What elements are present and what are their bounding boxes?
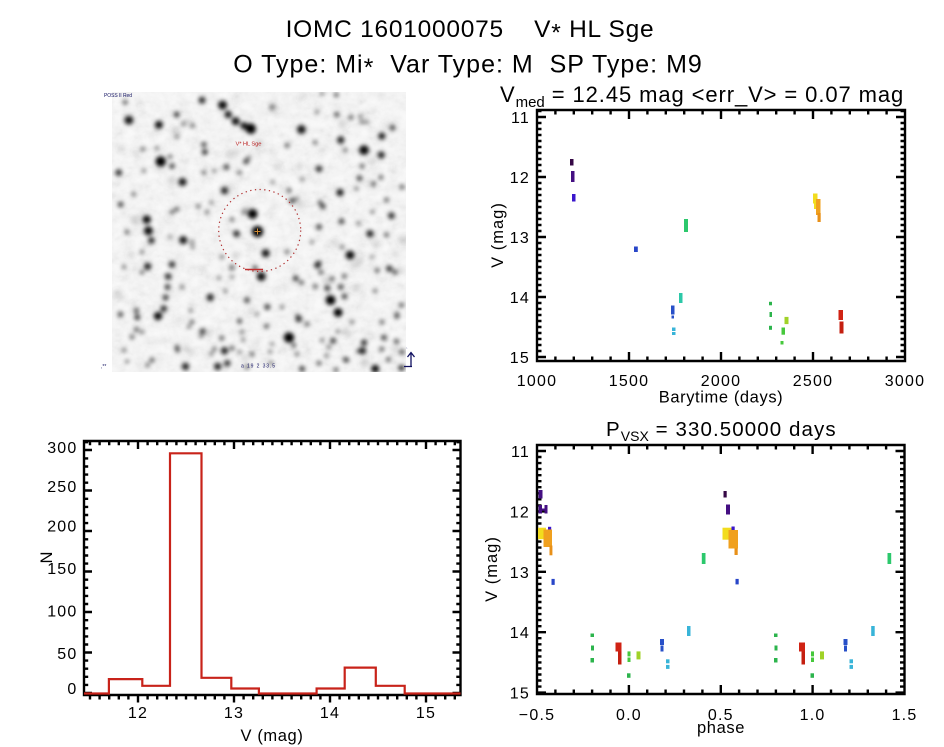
svg-text:1500: 1500 xyxy=(609,373,649,390)
svg-text:13: 13 xyxy=(510,230,530,247)
svg-text:200: 200 xyxy=(47,518,77,535)
svg-text:PVSX = 330.50000 days: PVSX = 330.50000 days xyxy=(606,418,837,444)
svg-text:12: 12 xyxy=(510,170,530,187)
svg-text:15: 15 xyxy=(510,350,530,367)
svg-text:O Type: Mi* Var Type: M SP T: O Type: Mi* Var Type: M SP Type: M9 xyxy=(233,51,703,83)
svg-text:15: 15 xyxy=(510,686,530,703)
svg-text:150: 150 xyxy=(47,561,77,578)
svg-text:100: 100 xyxy=(47,603,77,620)
svg-text:1.0: 1.0 xyxy=(800,707,826,724)
svg-text:11: 11 xyxy=(511,110,530,127)
svg-text:11: 11 xyxy=(511,444,530,461)
svg-text:V (mag): V (mag) xyxy=(489,202,507,268)
svg-text:0.0: 0.0 xyxy=(616,707,642,724)
svg-text:V (mag): V (mag) xyxy=(241,727,304,745)
svg-text:Barytime (days): Barytime (days) xyxy=(659,389,784,407)
svg-text:`: ` xyxy=(406,348,408,354)
svg-text:POSS II Red: POSS II Red xyxy=(104,93,132,99)
svg-text:phase: phase xyxy=(697,719,745,737)
svg-text:0: 0 xyxy=(67,681,77,698)
svg-text:12: 12 xyxy=(510,504,530,521)
svg-text:,**: ,** xyxy=(101,364,106,370)
svg-text:300: 300 xyxy=(47,440,77,457)
svg-text:12: 12 xyxy=(128,705,148,722)
svg-text:Vmed = 12.45 mag <err_V> = 0.0: Vmed = 12.45 mag <err_V> = 0.07 mag xyxy=(500,82,904,111)
svg-text:14: 14 xyxy=(510,625,530,642)
svg-text:13: 13 xyxy=(510,565,530,582)
svg-text:250: 250 xyxy=(47,479,77,496)
svg-text:0.5: 0.5 xyxy=(708,707,734,724)
svg-text:13: 13 xyxy=(224,705,244,722)
svg-text:2000: 2000 xyxy=(701,373,741,390)
svg-text:1000: 1000 xyxy=(517,373,557,390)
svg-text:50: 50 xyxy=(57,646,77,663)
svg-text:14: 14 xyxy=(510,290,530,307)
svg-text:a 19 2 33.5: a 19 2 33.5 xyxy=(241,364,275,370)
svg-text:N: N xyxy=(38,551,56,564)
svg-text:15: 15 xyxy=(416,705,436,722)
svg-text:1.5: 1.5 xyxy=(892,707,918,724)
svg-text:−0.5: −0.5 xyxy=(519,707,555,724)
svg-text:3000: 3000 xyxy=(885,373,925,390)
svg-text:V* HL Sge: V* HL Sge xyxy=(236,142,262,148)
svg-text:V (mag): V (mag) xyxy=(483,536,501,602)
svg-text:2500: 2500 xyxy=(793,373,833,390)
svg-text:14: 14 xyxy=(320,705,340,722)
svg-text:IOMC 1601000075 V* HL Sge: IOMC 1601000075 V* HL Sge xyxy=(286,16,655,47)
